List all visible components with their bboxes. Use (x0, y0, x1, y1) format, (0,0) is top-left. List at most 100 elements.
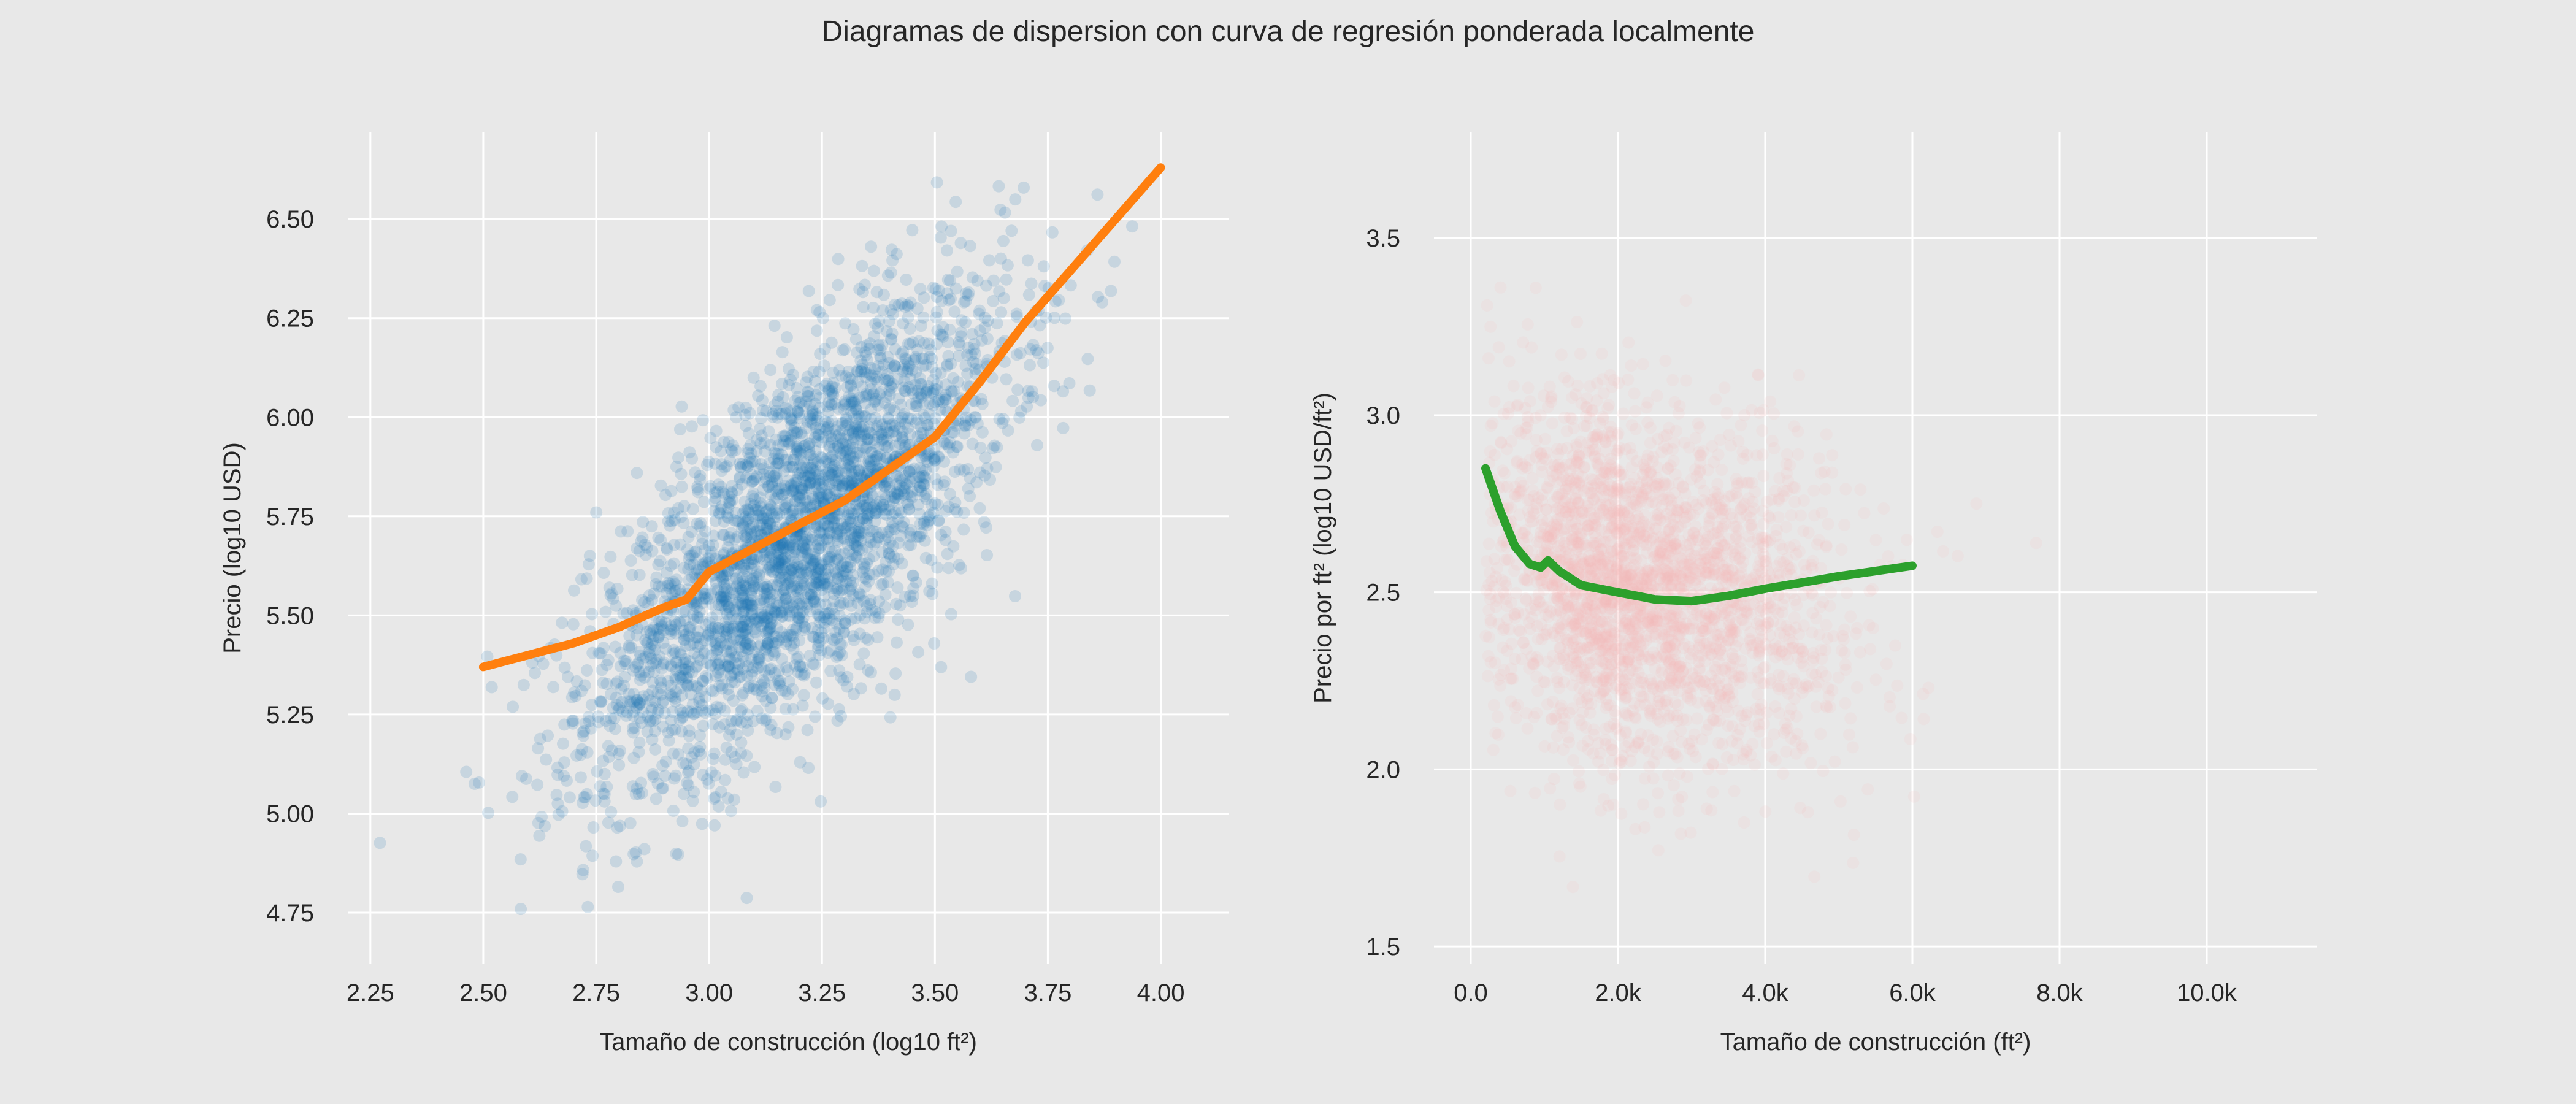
figure-title: Diagramas de dispersion con curva de reg… (821, 15, 1755, 48)
scatter-point (737, 620, 750, 633)
scatter-point (846, 397, 859, 409)
scatter-point (848, 507, 861, 520)
scatter-point (938, 475, 951, 488)
scatter-point (1509, 701, 1522, 714)
scatter-point (865, 666, 877, 679)
scatter-point (805, 589, 818, 602)
scatter-point (652, 558, 665, 571)
scatter-point (374, 837, 386, 849)
scatter-point (826, 602, 839, 615)
scatter-point (644, 627, 657, 640)
scatter-point (711, 485, 724, 498)
scatter-point (857, 440, 870, 453)
scatter-point (1033, 319, 1046, 332)
scatter-point (1481, 299, 1493, 312)
scatter-point (831, 440, 844, 453)
scatter-point (880, 434, 893, 447)
scatter-point (878, 534, 891, 546)
scatter-point (677, 670, 689, 683)
scatter-point (992, 180, 1005, 193)
scatter-point (835, 638, 848, 651)
scatter-point (770, 448, 783, 461)
scatter-point (903, 466, 916, 478)
x-tick-label: 3.75 (1024, 979, 1072, 1006)
scatter-point (787, 504, 800, 516)
scatter-point (705, 684, 718, 697)
scatter-point (1636, 358, 1649, 370)
scatter-point (881, 375, 894, 388)
scatter-point (1839, 483, 1852, 496)
scatter-point (718, 591, 731, 604)
scatter-point (669, 578, 681, 591)
scatter-point (969, 362, 982, 375)
scatter-point (922, 337, 935, 350)
scatter-point (1738, 816, 1750, 829)
scatter-point (822, 489, 835, 502)
scatter-point (699, 587, 711, 600)
scatter-point (586, 608, 599, 621)
scatter-point (787, 643, 800, 656)
scatter-point (567, 717, 579, 730)
scatter-point (783, 569, 795, 581)
scatter-point (634, 697, 646, 710)
scatter-point (550, 789, 563, 802)
scatter-point (587, 821, 600, 834)
scatter-point (823, 527, 836, 539)
scatter-point (1752, 369, 1765, 381)
scatter-point (754, 423, 766, 435)
scatter-point (602, 740, 615, 753)
scatter-point (976, 397, 989, 410)
scatter-point (696, 532, 709, 544)
scatter-point (673, 615, 686, 628)
scatter-point (908, 354, 921, 367)
scatter-point (674, 423, 686, 435)
scatter-point (878, 493, 891, 505)
scatter-point (715, 500, 728, 513)
scatter-point (723, 613, 735, 626)
scatter-point (770, 597, 783, 610)
scatter-point (657, 781, 669, 794)
scatter-point (922, 448, 935, 460)
scatter-point (955, 326, 968, 339)
scatter-point (808, 548, 821, 561)
scatter-point (1727, 754, 1739, 766)
scatter-point (832, 466, 845, 479)
scatter-point (805, 413, 818, 426)
scatter-point (935, 529, 948, 542)
scatter-point (607, 702, 619, 715)
scatter-point (791, 391, 804, 404)
scatter-point (1797, 494, 1810, 507)
scatter-point (849, 403, 862, 416)
scatter-point (915, 389, 928, 402)
scatter-point (551, 761, 564, 774)
scatter-point (460, 765, 473, 778)
scatter-point (861, 502, 873, 515)
scatter-point (668, 772, 681, 785)
scatter-point (1005, 224, 1018, 237)
scatter-point (822, 697, 835, 710)
scatter-point (808, 497, 821, 510)
scatter-point (829, 544, 841, 557)
scatter-point (854, 588, 867, 601)
scatter-point (751, 524, 764, 537)
scatter-point (786, 485, 799, 498)
scatter-point (821, 578, 834, 591)
scatter-point (912, 646, 925, 659)
scatter-point (793, 488, 806, 501)
scatter-point (869, 507, 882, 520)
scatter-point (980, 279, 993, 292)
scatter-point (713, 680, 726, 692)
scatter-point (826, 454, 839, 467)
scatter-point (839, 317, 852, 330)
scatter-point (853, 426, 865, 439)
scatter-point (880, 451, 893, 464)
scatter-point (808, 596, 821, 608)
scatter-point (902, 539, 915, 552)
x-tick-label: 2.50 (459, 979, 507, 1006)
scatter-point (747, 575, 760, 588)
scatter-point (679, 605, 692, 618)
scatter-point (746, 510, 759, 523)
scatter-point (691, 483, 704, 496)
scatter-point (1057, 421, 1070, 434)
scatter-point (677, 757, 689, 770)
